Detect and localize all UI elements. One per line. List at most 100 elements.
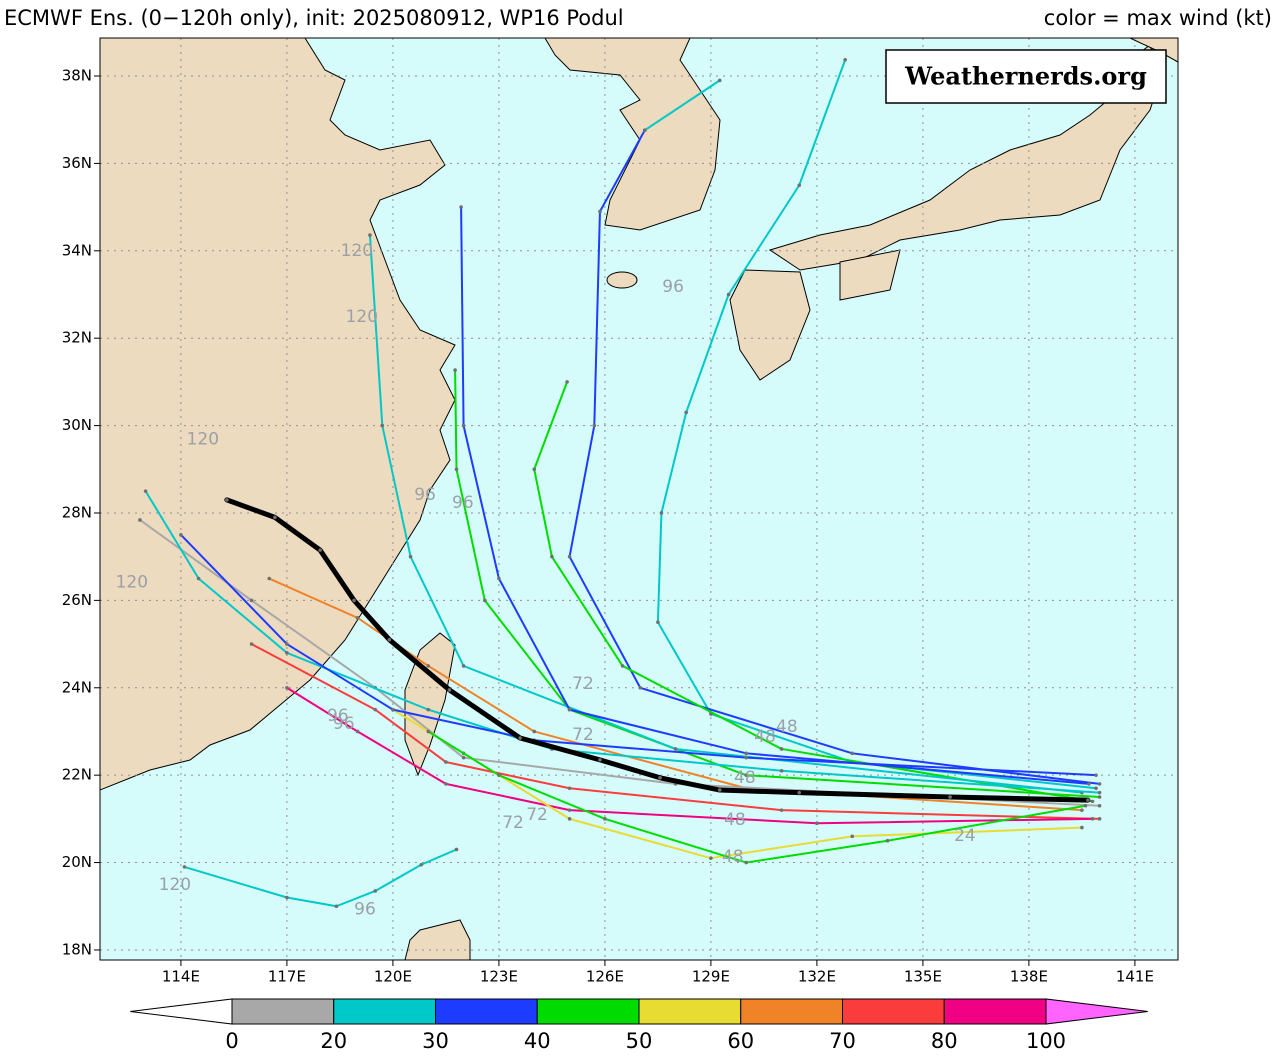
- track-point: [567, 808, 572, 812]
- y-tick-label: 22N: [62, 766, 92, 784]
- member-track: [250, 643, 1101, 820]
- track-point: [1094, 773, 1098, 777]
- watermark-box: [885, 49, 1167, 104]
- x-tick-label: 129E: [692, 968, 730, 986]
- axes: 114E 117E 120E 123E 126E 129E 132E 135E 138E 141E…: [62, 67, 1154, 986]
- track-point: [408, 554, 413, 559]
- track-point: [948, 795, 952, 799]
- x-tick-label: 120E: [374, 968, 412, 986]
- hour-label: 96: [414, 485, 436, 505]
- colorbar-label: 20: [320, 1029, 347, 1053]
- track-point: [497, 773, 501, 777]
- legend-note: color = max wind (kt): [1044, 6, 1272, 30]
- track-point: [592, 423, 597, 428]
- track-point: [717, 78, 722, 83]
- x-tick-label: 114E: [162, 968, 200, 986]
- member-track: [179, 533, 1098, 777]
- colorbar-segment: [231, 998, 335, 1025]
- track-point: [454, 847, 459, 852]
- track-point: [285, 895, 289, 900]
- colorbar-label: 0: [225, 1029, 238, 1053]
- y-tick-label: 26N: [62, 591, 92, 609]
- colorbar-under: [130, 998, 233, 1025]
- colorbar-label: 80: [931, 1029, 958, 1053]
- track-point: [1087, 782, 1091, 786]
- member-track: [460, 206, 1090, 785]
- colorbar-label: 50: [626, 1029, 653, 1053]
- colorbar-label: 60: [727, 1029, 754, 1053]
- track-point: [673, 747, 678, 751]
- member-track: [368, 234, 1083, 794]
- track-point: [380, 423, 385, 428]
- hour-label: 96: [333, 714, 355, 734]
- hour-label: 96: [327, 706, 349, 726]
- track-point: [373, 707, 378, 712]
- track-point: [656, 620, 660, 625]
- colorbar-label: 100: [1026, 1029, 1066, 1053]
- colorbar-segment: [536, 998, 640, 1025]
- x-tick-label: 138E: [1010, 968, 1048, 986]
- y-tick-label: 20N: [62, 853, 92, 871]
- hour-label: 120: [116, 572, 148, 592]
- track-point: [447, 688, 452, 692]
- track-point: [426, 664, 431, 668]
- hour-label: 48: [724, 810, 746, 830]
- track-point: [620, 664, 625, 668]
- colorbar-label: 40: [524, 1029, 551, 1053]
- hour-label: 72: [572, 725, 594, 745]
- track-point: [684, 410, 688, 415]
- track-point: [482, 598, 487, 603]
- track-point: [461, 423, 466, 428]
- track-point: [779, 808, 784, 812]
- track-point: [419, 862, 423, 867]
- track-point: [273, 515, 277, 520]
- track-point: [550, 554, 554, 559]
- x-tick-label: 141E: [1116, 968, 1154, 986]
- x-tick-label: 117E: [268, 968, 306, 986]
- member-track: [454, 369, 1101, 799]
- y-tick-label: 30N: [62, 416, 92, 434]
- track-point: [355, 616, 360, 620]
- track-point: [717, 788, 722, 792]
- colorbar-segment: [638, 998, 742, 1025]
- track-point: [1080, 808, 1084, 812]
- y-tick-label: 18N: [62, 940, 92, 958]
- colorbar: 0 20 30 40 50 60 70 80 100: [130, 998, 1148, 1053]
- hour-label: 120: [187, 430, 219, 450]
- hour-label: 120: [346, 307, 378, 327]
- hour-label: 96: [662, 277, 684, 297]
- track-point: [1097, 795, 1102, 799]
- track-point: [518, 736, 522, 740]
- plot-frame: [99, 37, 1179, 961]
- track-point: [779, 768, 784, 773]
- y-tick-label: 38N: [62, 67, 92, 85]
- track-point: [459, 205, 463, 209]
- track-point: [426, 707, 431, 712]
- track-point: [658, 775, 662, 780]
- track-point: [391, 707, 395, 712]
- track-point: [318, 548, 322, 552]
- y-tick-label: 28N: [62, 503, 92, 521]
- colorbar-segment: [435, 998, 538, 1025]
- y-tick-label: 32N: [62, 329, 92, 347]
- hokkaido: [1129, 38, 1178, 63]
- track-point: [454, 467, 459, 472]
- track-point: [461, 664, 466, 668]
- track-point: [850, 834, 855, 839]
- track-point: [815, 821, 819, 826]
- hour-label: 96: [452, 493, 474, 513]
- member-track: [183, 848, 458, 908]
- hour-label: 72: [502, 813, 524, 833]
- track-point: [285, 651, 289, 655]
- track-point: [179, 533, 183, 537]
- track-point: [885, 838, 890, 843]
- track-point: [143, 489, 148, 493]
- track-point: [567, 786, 572, 791]
- track-point: [1086, 798, 1090, 802]
- hour-label: 72: [526, 805, 548, 825]
- track-point: [638, 685, 643, 690]
- mainland-asia: [100, 38, 456, 791]
- hour-label: 48: [734, 768, 756, 788]
